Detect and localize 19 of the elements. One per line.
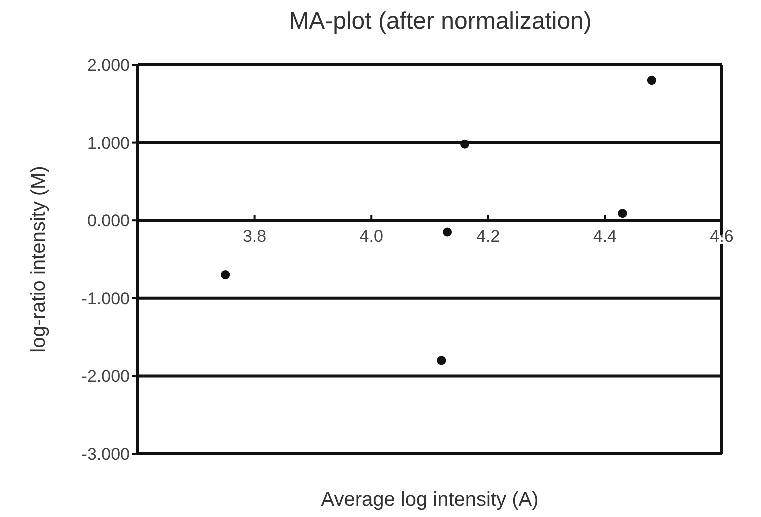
x-tick-label: 4.0 [360,227,384,246]
y-tick-label: -2.000 [82,367,130,386]
point [647,76,656,86]
y-tick-label: 2.000 [87,56,130,76]
x-axis-title: Average log intensity (A) [321,489,539,511]
x-tick-label: 4.2 [476,227,500,246]
point [460,140,470,149]
point [443,228,452,237]
point [221,270,230,280]
y-axis-title: log-ratio intensity (M) [28,166,50,353]
x-tick-label: 4.4 [593,227,618,246]
x-tick-label: 3.8 [242,227,267,246]
y-tick-label: -3.000 [82,445,130,464]
point [618,209,628,218]
y-tick-label: 1.000 [87,134,130,153]
y-tick-label: -1.000 [82,289,130,308]
chart-title: MA-plot (after normalization) [288,8,593,37]
y-tick-label: 0.000 [87,212,130,231]
point [437,356,446,366]
